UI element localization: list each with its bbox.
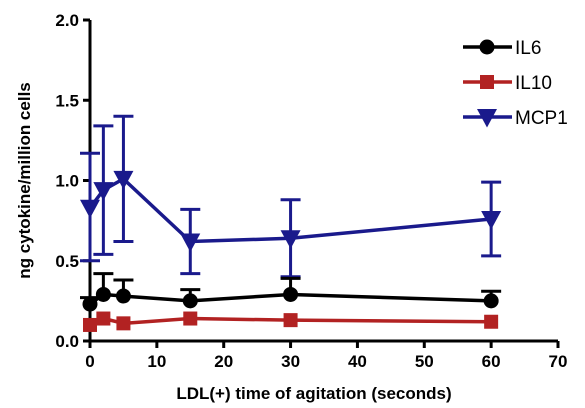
y-tick-label: 0.0 — [55, 332, 79, 351]
legend-label: MCP1 — [515, 108, 568, 129]
data-point — [484, 314, 499, 329]
series-il10 — [83, 311, 499, 332]
data-point — [80, 199, 100, 219]
data-point — [183, 311, 198, 326]
series-il6 — [80, 272, 502, 312]
series-mcp1 — [80, 114, 502, 279]
data-point — [83, 317, 97, 332]
legend-item-mcp1: MCP1 — [463, 108, 568, 129]
x-axis-title: LDL(+) time of agitation (seconds) — [176, 384, 451, 403]
legend-label: IL6 — [515, 38, 541, 59]
x-tick-label: 40 — [348, 352, 367, 371]
data-point — [96, 311, 111, 326]
data-point — [113, 170, 134, 190]
data-point — [82, 296, 98, 312]
y-axis-title: ng cytokine/million cells — [15, 82, 34, 279]
data-point — [481, 211, 502, 230]
y-tick-label: 0.5 — [55, 252, 79, 271]
data-point — [283, 313, 298, 328]
legend-marker — [480, 75, 494, 89]
data-point — [95, 286, 111, 302]
legend-label: IL10 — [515, 73, 552, 94]
legend: IL6 IL10 MCP1 — [463, 38, 568, 129]
data-point — [93, 182, 114, 201]
y-tick-label: 1.0 — [55, 172, 79, 191]
x-tick-label: 30 — [281, 352, 300, 371]
y-tick-label: 2.0 — [55, 11, 79, 30]
legend-item-il6: IL6 — [463, 38, 541, 59]
data-point — [280, 230, 301, 249]
x-tick-label: 0 — [85, 352, 94, 371]
data-point — [483, 293, 499, 309]
data-point — [115, 288, 131, 304]
legend-marker — [479, 39, 495, 55]
data-point — [182, 293, 198, 309]
data-point — [180, 233, 201, 252]
legend-item-il10: IL10 — [463, 73, 552, 94]
data-point — [116, 316, 131, 331]
y-tick-label: 1.5 — [55, 91, 79, 110]
x-tick-label: 70 — [549, 352, 568, 371]
data-point — [283, 286, 299, 302]
x-tick-label: 20 — [214, 352, 233, 371]
legend-marker — [477, 109, 497, 128]
x-tick-label: 50 — [415, 352, 434, 371]
axes — [88, 20, 558, 343]
x-tick-label: 60 — [482, 352, 501, 371]
x-tick-label: 10 — [147, 352, 166, 371]
